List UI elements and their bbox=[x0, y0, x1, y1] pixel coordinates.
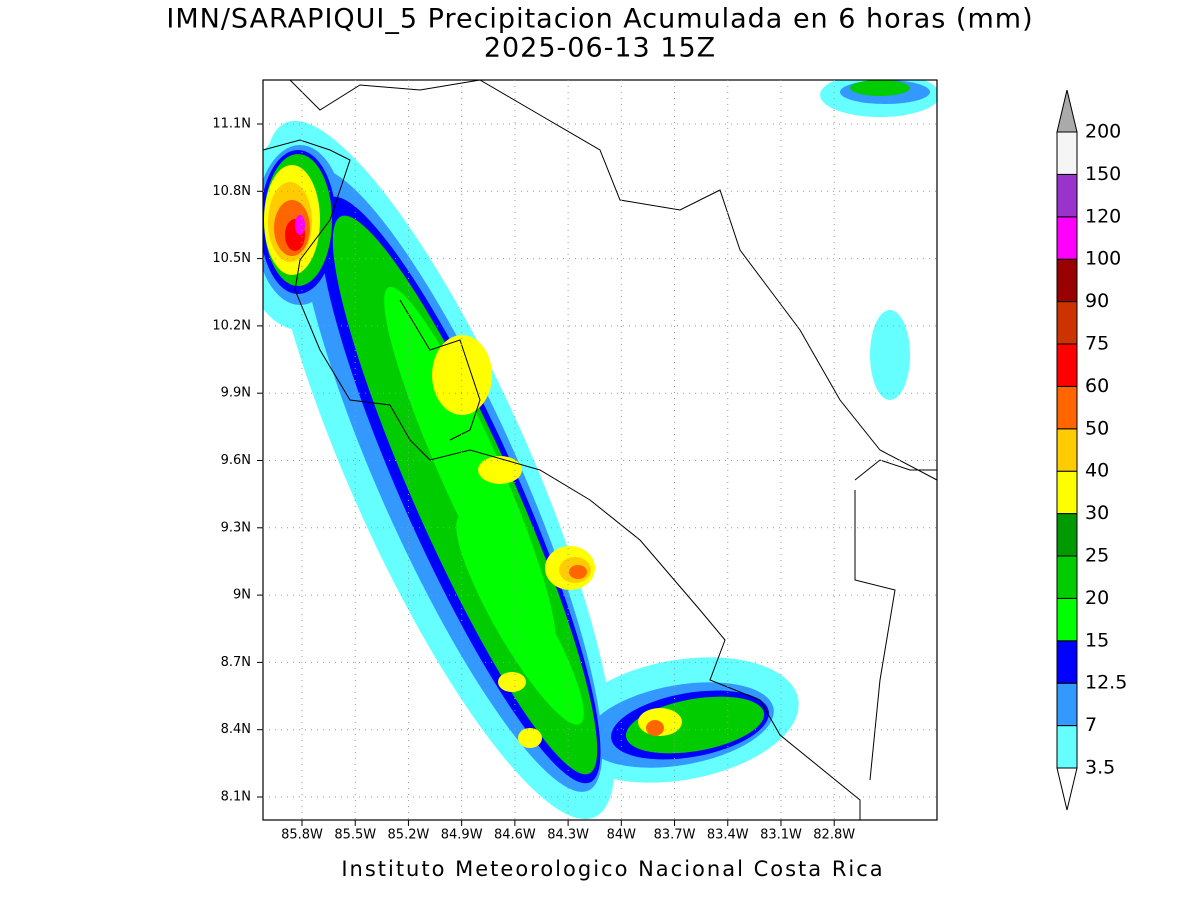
lon-tick-label: 83.1W bbox=[760, 828, 802, 843]
lon-tick-label: 85.8W bbox=[281, 828, 323, 843]
lon-tick-label: 82.8W bbox=[813, 828, 855, 843]
lat-tick-label: 9.6N bbox=[221, 453, 251, 468]
colorbar-box bbox=[1056, 173, 1078, 218]
colorbar-box bbox=[1056, 597, 1078, 642]
colorbar-label: 200 bbox=[1085, 121, 1121, 143]
lon-tick-label: 85.5W bbox=[334, 828, 376, 843]
colorbar-label: 12.5 bbox=[1085, 672, 1127, 694]
colorbar-over bbox=[1056, 89, 1078, 133]
lon-tick-label: 84.3W bbox=[547, 828, 589, 843]
colorbar-label: 20 bbox=[1085, 587, 1109, 609]
lon-tick-label: 84.9W bbox=[441, 828, 483, 843]
colorbar-box bbox=[1056, 131, 1078, 175]
colorbar-label: 15 bbox=[1085, 629, 1109, 651]
lat-tick-label: 9.3N bbox=[221, 520, 251, 535]
lat-tick-label: 9.9N bbox=[221, 386, 251, 401]
colorbar-label: 7 bbox=[1085, 714, 1097, 736]
lon-tick-label: 83.4W bbox=[707, 828, 749, 843]
colorbar-label: 100 bbox=[1085, 248, 1121, 270]
lat-tick-label: 8.4N bbox=[221, 722, 251, 737]
precipitation-field bbox=[263, 80, 937, 820]
lon-tick-label: 84W bbox=[607, 828, 637, 843]
colorbar-box bbox=[1056, 640, 1078, 684]
colorbar-label: 90 bbox=[1085, 290, 1109, 312]
coastline bbox=[263, 80, 937, 820]
colorbar-box bbox=[1056, 216, 1078, 260]
colorbar-label: 40 bbox=[1085, 460, 1109, 482]
lat-tick-label: 10.2N bbox=[212, 318, 251, 333]
footer: Instituto Meteorologico Nacional Costa R… bbox=[341, 857, 884, 881]
colorbar-box bbox=[1056, 428, 1078, 472]
colorbar-box bbox=[1056, 682, 1078, 727]
lat-tick-label: 10.5N bbox=[212, 251, 251, 266]
colorbar-label: 25 bbox=[1085, 545, 1109, 567]
colorbar-label: 150 bbox=[1085, 163, 1121, 185]
colorbar-label: 75 bbox=[1085, 333, 1109, 355]
colorbar-box bbox=[1056, 385, 1078, 430]
colorbar-box bbox=[1056, 555, 1078, 599]
lon-tick-label: 83.7W bbox=[654, 828, 696, 843]
map-subtitle: 2025-06-13 15Z bbox=[484, 33, 716, 64]
colorbar-label: 120 bbox=[1085, 205, 1121, 227]
colorbar-box bbox=[1056, 343, 1078, 387]
colorbar-box bbox=[1056, 470, 1078, 515]
colorbar-label: 50 bbox=[1085, 417, 1109, 439]
colorbar-label: 60 bbox=[1085, 375, 1109, 397]
lat-tick-label: 11.1N bbox=[212, 117, 251, 132]
colorbar-box bbox=[1056, 258, 1078, 303]
lat-tick-label: 8.7N bbox=[221, 655, 251, 670]
lon-tick-label: 84.6W bbox=[494, 828, 536, 843]
colorbar-box bbox=[1056, 301, 1078, 345]
map-frame bbox=[262, 79, 938, 821]
colorbar-under bbox=[1056, 767, 1078, 811]
lat-tick-label: 8.1N bbox=[221, 789, 251, 804]
colorbar-box bbox=[1056, 513, 1078, 557]
colorbar-label: 3.5 bbox=[1085, 757, 1115, 779]
colorbar-label: 30 bbox=[1085, 502, 1109, 524]
lat-tick-label: 10.8N bbox=[212, 184, 251, 199]
lon-tick-label: 85.2W bbox=[388, 828, 430, 843]
colorbar-box bbox=[1056, 725, 1078, 769]
lat-tick-label: 9N bbox=[233, 588, 251, 603]
map-title: IMN/SARAPIQUI_5 Precipitacion Acumulada … bbox=[166, 4, 1033, 35]
